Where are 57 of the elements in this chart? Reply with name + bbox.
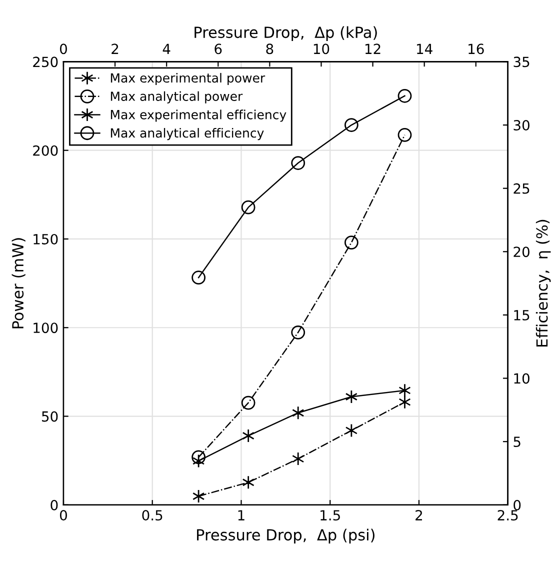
y-tick-label: 200 (33, 145, 58, 156)
legend-label: Max experimental efficiency (110, 110, 286, 122)
x-tick-label: 1.5 (320, 510, 340, 521)
x2-axis-title: Pressure Drop, Δp (kPa) (194, 26, 377, 42)
x-axis-title: Pressure Drop, Δp (psi) (197, 528, 374, 544)
point (344, 236, 358, 250)
point (398, 128, 412, 142)
y-tick-label: 0 (50, 500, 58, 510)
y2-tick-label: 35 (514, 56, 530, 68)
point (241, 396, 256, 410)
point (344, 118, 358, 132)
x2-tick-label: 16 (468, 44, 484, 54)
point (242, 475, 254, 490)
point (291, 156, 306, 170)
point (192, 489, 205, 504)
x2-tick-label: 2 (112, 44, 118, 54)
x2-tick-label: 6 (214, 44, 222, 54)
point (345, 424, 358, 438)
point (398, 383, 411, 398)
x2-tick-label: 4 (162, 44, 170, 54)
point (292, 452, 304, 466)
x-tick-label: 0 (60, 510, 67, 521)
point (242, 428, 254, 443)
y2-tick-label: 30 (514, 120, 530, 130)
y-tick-label: 100 (34, 322, 58, 334)
x-tick-label: 2 (416, 510, 422, 520)
point (192, 454, 205, 468)
y2-tick-label: 5 (514, 436, 520, 448)
x2-tick-label: 8 (266, 44, 274, 54)
y-tick-label: 250 (33, 56, 58, 68)
x-tick-label: 0.5 (142, 510, 162, 521)
legend-label: Max analytical efficiency (110, 128, 264, 140)
y2-tick-label: 25 (514, 183, 530, 194)
legend-label: Max analytical power (110, 91, 243, 104)
point (292, 406, 304, 420)
point (192, 450, 206, 464)
point (241, 200, 256, 214)
x2-tick-label: 0 (60, 44, 67, 54)
legend-label: Max experimental power (110, 72, 266, 86)
x2-tick-label: 14 (417, 44, 432, 54)
point (398, 88, 412, 103)
y2-tick-label: 20 (514, 246, 530, 258)
point (345, 390, 358, 404)
point (192, 270, 206, 285)
y-tick-label: 150 (34, 234, 58, 244)
point (291, 325, 306, 340)
x-tick-label: 1 (238, 510, 244, 520)
y-axis-title: Power (mW) (12, 238, 26, 328)
x-tick-label: 2.5 (498, 510, 518, 521)
x2-tick-label: 10 (314, 44, 330, 54)
y-tick-label: 50 (42, 411, 58, 422)
y2-tick-label: 10 (514, 373, 530, 384)
x2-tick-label: 12 (365, 44, 380, 54)
y2-axis-title: Efficiency, η (%) (536, 220, 551, 346)
y2-tick-label: 0 (514, 500, 521, 510)
y2-tick-label: 15 (514, 310, 530, 320)
point (398, 395, 411, 410)
